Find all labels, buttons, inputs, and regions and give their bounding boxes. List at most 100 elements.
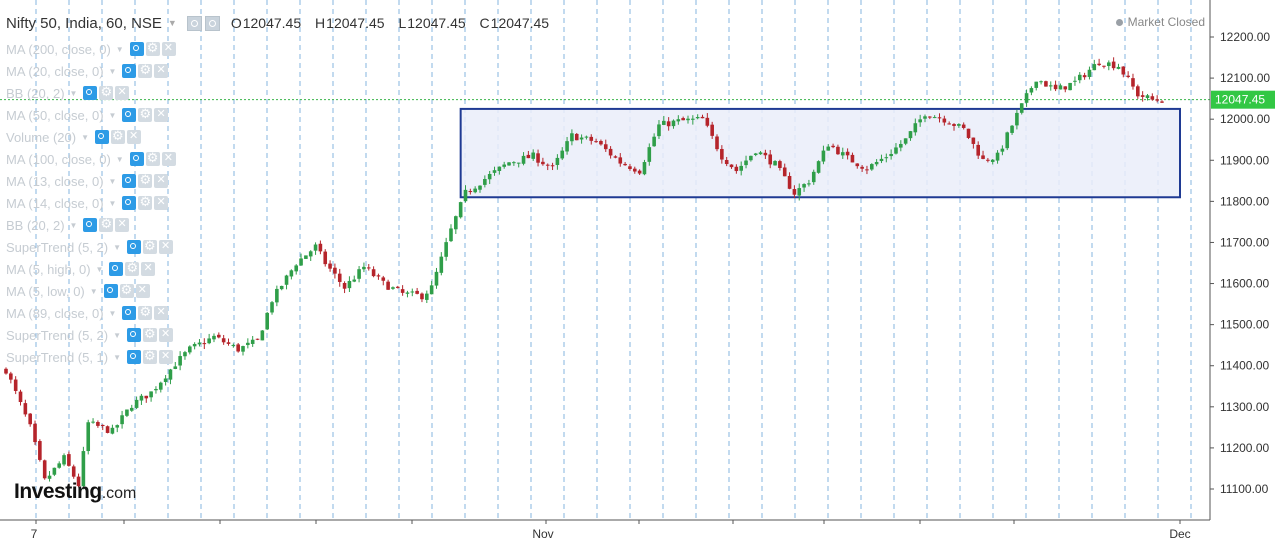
chevron-down-icon[interactable]: ▼ [108, 66, 117, 76]
last-price-tag [1211, 90, 1275, 109]
indicator-row[interactable]: SuperTrend (5, 1) ▼ [6, 346, 178, 368]
eye-icon[interactable] [122, 196, 137, 210]
close-icon[interactable] [154, 63, 169, 78]
chevron-down-icon[interactable]: ▼ [81, 132, 90, 142]
candle-body [1082, 75, 1087, 78]
close-icon[interactable] [135, 283, 150, 298]
close-icon[interactable] [115, 85, 130, 100]
chevron-down-icon[interactable]: ▼ [113, 242, 122, 252]
chevron-down-icon[interactable]: ▼ [69, 220, 78, 230]
candle-body [1087, 69, 1092, 77]
gear-icon[interactable] [138, 304, 153, 320]
indicator-row[interactable]: SuperTrend (5, 2) ▼ [6, 236, 178, 258]
candle-body [221, 338, 226, 343]
candle-body [990, 159, 995, 162]
eye-icon[interactable] [95, 130, 110, 144]
close-icon[interactable] [159, 327, 174, 342]
candle-body [1126, 75, 1130, 77]
eye-icon[interactable] [186, 15, 202, 31]
close-icon[interactable] [159, 349, 174, 364]
close-icon[interactable] [154, 173, 169, 188]
close-icon[interactable] [115, 217, 130, 232]
indicator-row[interactable]: MA (89, close, 0) ▼ [6, 302, 178, 324]
gear-icon[interactable] [138, 62, 153, 78]
indicator-row[interactable]: MA (100, close, 0) ▼ [6, 148, 178, 170]
chevron-down-icon[interactable]: ▼ [115, 44, 124, 54]
chevron-down-icon[interactable]: ▼ [89, 286, 98, 296]
indicator-row[interactable]: MA (20, close, 0) ▼ [6, 60, 178, 82]
chevron-down-icon[interactable]: ▼ [115, 154, 124, 164]
eye-icon[interactable] [103, 284, 118, 298]
eye-icon[interactable] [83, 86, 98, 100]
price-tick-label: 11300.00 [1220, 400, 1269, 414]
indicator-row[interactable]: MA (200, close, 0) ▼ [6, 38, 178, 60]
indicator-row[interactable]: MA (14, close, 0) ▼ [6, 192, 178, 214]
indicator-row[interactable]: SuperTrend (5, 2) ▼ [6, 324, 178, 346]
gear-icon[interactable] [143, 348, 158, 364]
gear-icon[interactable] [119, 282, 134, 298]
gear-icon[interactable] [204, 15, 220, 31]
eye-icon[interactable] [127, 350, 142, 364]
close-icon[interactable] [161, 151, 176, 166]
eye-icon[interactable] [129, 152, 144, 166]
candle-body [270, 302, 274, 313]
eye-icon[interactable] [122, 64, 137, 78]
indicator-row[interactable]: MA (50, close, 0) ▼ [6, 104, 178, 126]
candle-body [168, 369, 173, 380]
close-icon[interactable] [154, 107, 169, 122]
chevron-down-icon[interactable]: ▼ [108, 110, 117, 120]
indicator-label: MA (89, close, 0) [6, 305, 104, 321]
gear-icon[interactable] [125, 260, 140, 276]
eye-icon[interactable] [122, 174, 137, 188]
chevron-down-icon[interactable]: ▼ [167, 18, 177, 28]
gear-icon[interactable] [143, 238, 158, 254]
candle-body [1029, 88, 1034, 93]
chevron-down-icon[interactable]: ▼ [108, 176, 117, 186]
candle-body [337, 273, 342, 282]
gear-icon[interactable] [145, 150, 160, 166]
eye-icon[interactable] [127, 328, 142, 342]
candle-body [608, 148, 613, 156]
close-icon[interactable] [141, 261, 156, 276]
eye-icon[interactable] [127, 240, 142, 254]
chevron-down-icon[interactable]: ▼ [108, 198, 117, 208]
indicator-row[interactable]: Volume (20) ▼ [6, 126, 178, 148]
gear-icon[interactable] [99, 216, 114, 232]
close-icon[interactable] [154, 305, 169, 320]
indicator-row[interactable]: MA (5, high, 0) ▼ [6, 258, 178, 280]
eye-icon[interactable] [122, 108, 137, 122]
eye-icon[interactable] [122, 306, 137, 320]
gear-icon[interactable] [138, 194, 153, 210]
chevron-down-icon[interactable]: ▼ [95, 264, 104, 274]
eye-icon[interactable] [109, 262, 124, 276]
indicator-row[interactable]: BB (20, 2) ▼ [6, 82, 178, 104]
eye-icon[interactable] [83, 218, 98, 232]
gear-icon[interactable] [143, 326, 158, 342]
chevron-down-icon[interactable]: ▼ [113, 330, 122, 340]
symbol-title[interactable]: Nifty 50, India, 60, NSE [6, 14, 162, 32]
consolidation-range-box[interactable] [459, 107, 1182, 199]
gear-icon[interactable] [138, 106, 153, 122]
chevron-down-icon[interactable]: ▼ [113, 352, 122, 362]
close-icon[interactable] [161, 41, 176, 56]
indicator-row[interactable]: MA (5, low, 0) ▼ [6, 280, 178, 302]
indicator-row[interactable]: BB (20, 2) ▼ [6, 214, 178, 236]
close-icon[interactable] [154, 195, 169, 210]
indicator-row[interactable]: MA (13, close, 0) ▼ [6, 170, 178, 192]
gear-icon[interactable] [138, 172, 153, 188]
eye-icon[interactable] [129, 42, 144, 56]
close-icon[interactable] [159, 239, 174, 254]
gear-icon[interactable] [111, 128, 126, 144]
candle-body [207, 338, 211, 344]
candle-body [734, 166, 739, 172]
candle-body [47, 475, 52, 479]
gear-icon[interactable] [145, 40, 160, 56]
chevron-down-icon[interactable]: ▼ [69, 88, 78, 98]
candle-body [647, 147, 652, 162]
candle-body [192, 343, 197, 347]
close-icon[interactable] [127, 129, 142, 144]
chevron-down-icon[interactable]: ▼ [108, 308, 117, 318]
gear-icon[interactable] [99, 84, 114, 100]
candle-body [695, 117, 700, 119]
